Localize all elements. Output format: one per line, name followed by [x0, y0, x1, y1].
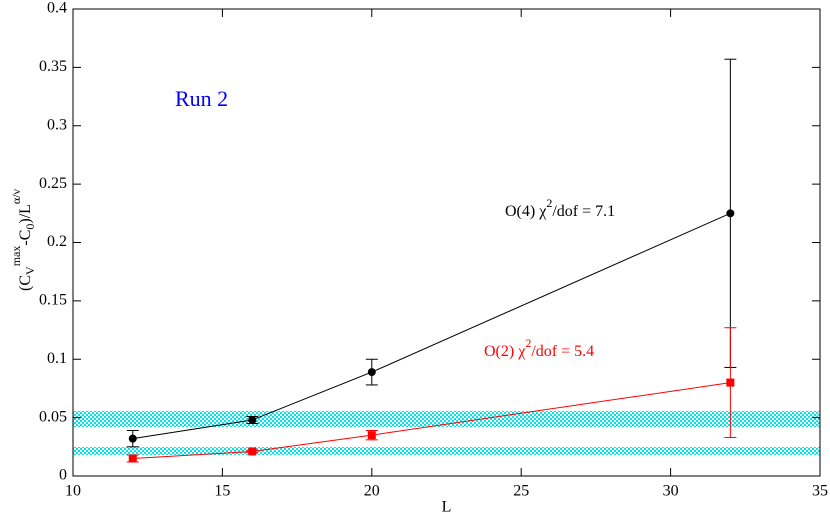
x-tick-label: 20: [364, 483, 380, 500]
x-axis-label: L: [442, 499, 452, 516]
x-tick-label: 35: [812, 483, 828, 500]
y-tick-label: 0.3: [47, 116, 67, 133]
plot-frame: [72, 8, 821, 477]
y-label-part: α/ν: [9, 188, 23, 204]
point: [248, 415, 257, 424]
series-label-part: /dof = 7.1: [552, 203, 615, 220]
point: [726, 209, 735, 218]
y-label-part: max: [9, 246, 23, 267]
y-label-part: )/L: [17, 204, 34, 224]
series-label-part: 2: [525, 336, 531, 350]
x-tick-label: 15: [214, 483, 230, 500]
y-label-part: V: [23, 266, 37, 275]
y-tick-label: 0.25: [39, 175, 67, 192]
series-line: [132, 382, 731, 459]
y-tick-label: 0.35: [39, 58, 67, 75]
band: [73, 447, 820, 455]
y-tick-label: 0.2: [47, 233, 67, 250]
x-tick-label: 30: [663, 483, 679, 500]
series-label: O(2) χ2/dof = 5.4: [484, 336, 594, 360]
series-label: O(4) χ2/dof = 7.1: [505, 196, 615, 220]
point: [726, 378, 735, 387]
y-label-part: (C: [17, 275, 34, 291]
series-label-part: O(4) χ: [505, 203, 547, 220]
series-label-part: /dof = 5.4: [531, 343, 594, 360]
y-label-part: 0: [23, 224, 37, 230]
y-tick-label: 0: [59, 467, 67, 484]
x-tick-label: 25: [513, 483, 529, 500]
y-tick-label: 0.05: [39, 408, 67, 425]
point: [128, 434, 137, 443]
y-tick-label: 0.1: [47, 350, 67, 367]
annotation: Run 2: [175, 86, 228, 111]
y-label-part: -C: [17, 230, 34, 246]
y-tick-label: 0.15: [39, 292, 67, 309]
series-label-part: 2: [546, 196, 552, 210]
band: [73, 410, 820, 427]
point: [248, 447, 257, 456]
y-tick-label: 0.4: [47, 0, 67, 17]
x-tick-label: 10: [65, 483, 81, 500]
series-label-part: O(2) χ: [484, 343, 526, 360]
point: [367, 431, 376, 440]
y-axis-label: (CVmax-C0)/Lα/ν: [9, 188, 37, 291]
series-line: [132, 212, 731, 440]
point: [367, 368, 376, 377]
point: [128, 454, 137, 463]
